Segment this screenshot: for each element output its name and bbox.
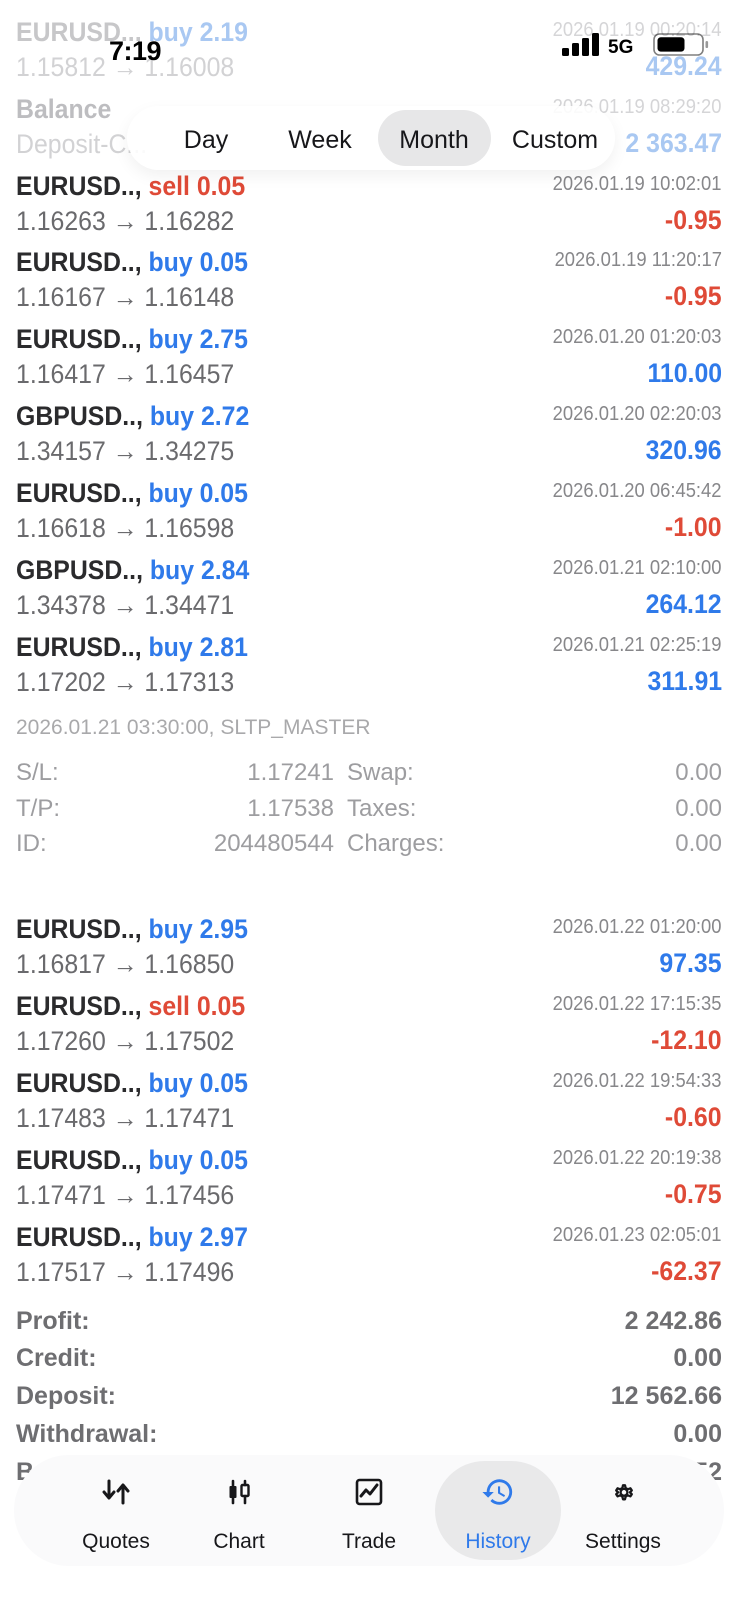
svg-text:5G: 5G [608,37,633,58]
